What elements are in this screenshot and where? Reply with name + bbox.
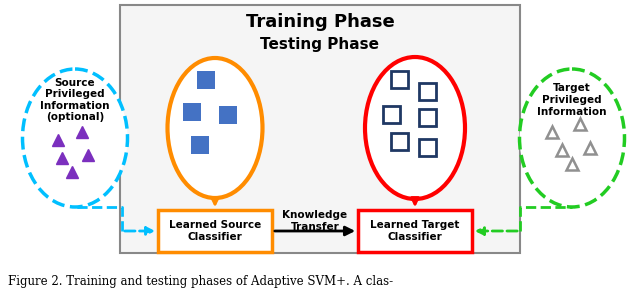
Text: Learned Target
Classifier: Learned Target Classifier [371,220,460,242]
Bar [120,5,520,253]
Bar [419,139,436,156]
Text: Target
Privileged
Information: Target Privileged Information [537,84,607,117]
Text: Learned Source
Classifier: Learned Source Classifier [169,220,261,242]
Ellipse shape [365,57,465,199]
Ellipse shape [22,69,127,207]
Bar [358,210,472,252]
Bar [419,83,436,100]
Text: Training Phase: Training Phase [246,13,394,31]
Bar [158,210,272,252]
Bar [419,109,436,126]
Bar [191,136,209,154]
Bar [383,106,400,123]
Text: Figure 2. Training and testing phases of Adaptive SVM+. A clas-: Figure 2. Training and testing phases of… [8,275,393,289]
Bar [391,133,408,150]
Text: Testing Phase: Testing Phase [260,37,380,52]
Bar [391,71,408,88]
Text: Knowledge
Transfer: Knowledge Transfer [282,210,348,232]
Bar [197,71,215,89]
Bar [219,106,237,124]
Text: Source
Privileged
Information
(optional): Source Privileged Information (optional) [40,78,109,122]
Bar [183,103,201,121]
Ellipse shape [168,58,262,198]
Ellipse shape [520,69,625,207]
